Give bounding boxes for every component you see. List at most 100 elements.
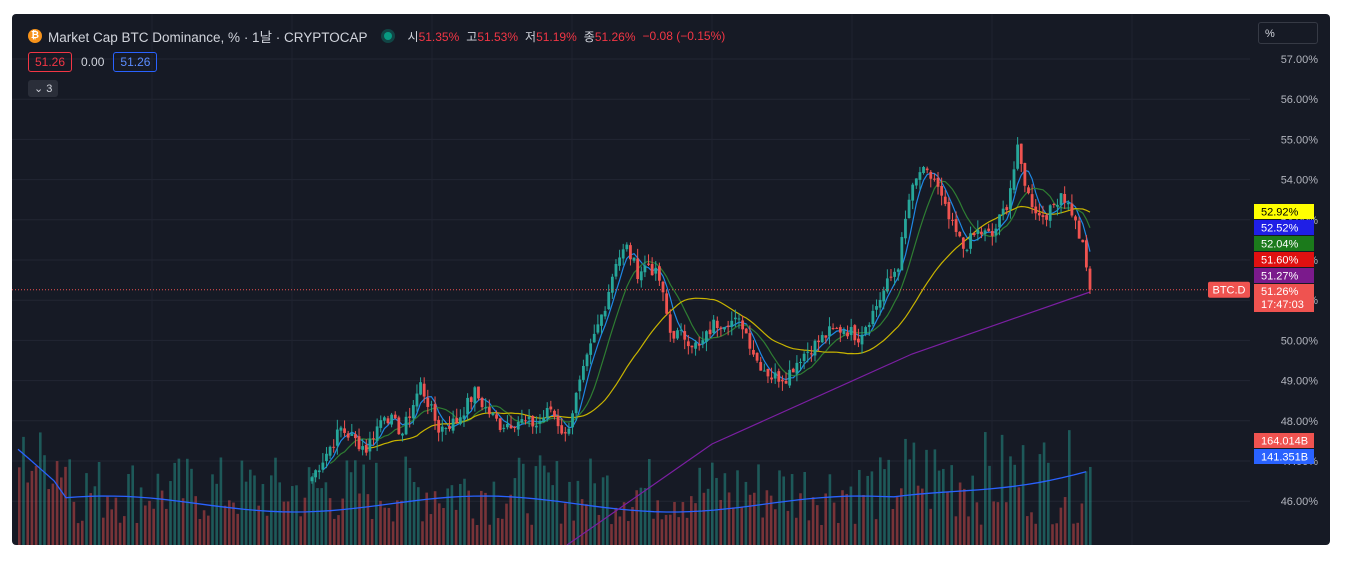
price-badge bbox=[1254, 236, 1314, 251]
candle-body bbox=[835, 327, 839, 329]
indicator-value-1[interactable]: 51.26 bbox=[28, 52, 73, 72]
volume-bar bbox=[249, 469, 252, 545]
market-status-icon[interactable] bbox=[383, 32, 392, 40]
volume-bar bbox=[778, 470, 781, 545]
volume-bar bbox=[732, 507, 735, 545]
candle-body bbox=[900, 236, 904, 271]
volume-badge-label: 141.351B bbox=[1261, 452, 1308, 464]
volume-bar bbox=[429, 514, 433, 545]
volume-bar bbox=[303, 497, 307, 545]
volume-bar bbox=[30, 470, 34, 545]
chart-panel[interactable]: 57.00%56.00%55.00%54.00%53.00%52.00%51.0… bbox=[12, 14, 1330, 545]
volume-bar bbox=[1055, 523, 1058, 545]
candle-body bbox=[581, 365, 585, 380]
volume-bar bbox=[400, 500, 403, 545]
volume-bar bbox=[471, 518, 475, 545]
candle-body bbox=[574, 392, 578, 414]
chart-canvas[interactable]: 57.00%56.00%55.00%54.00%53.00%52.00%51.0… bbox=[12, 14, 1330, 545]
price-badge bbox=[1254, 252, 1314, 267]
volume-badge bbox=[1254, 449, 1314, 464]
volume-bar bbox=[845, 493, 848, 545]
candle-body bbox=[607, 291, 611, 310]
volume-bar bbox=[295, 485, 298, 545]
volume-bar bbox=[328, 498, 332, 545]
candle-body bbox=[947, 201, 951, 220]
candle-body bbox=[701, 340, 705, 344]
candle-body bbox=[867, 324, 871, 328]
volume-bar bbox=[316, 488, 319, 545]
candle-body bbox=[314, 470, 318, 478]
y-tick-label: 46.00% bbox=[1281, 496, 1319, 508]
candle-body bbox=[310, 477, 314, 482]
candle-body bbox=[1019, 143, 1023, 164]
volume-bar bbox=[862, 494, 865, 545]
candle-body bbox=[354, 434, 357, 439]
indicators-collapse-button[interactable]: ⌄ 3 bbox=[28, 80, 59, 97]
volume-bar bbox=[169, 481, 172, 545]
volume-bar bbox=[900, 488, 903, 545]
volume-bar bbox=[656, 500, 659, 545]
candle-body bbox=[676, 330, 679, 339]
volume-bar bbox=[34, 465, 38, 545]
volume-bar bbox=[1059, 507, 1063, 545]
candle-body bbox=[650, 264, 654, 276]
volume-bar bbox=[421, 521, 424, 545]
candle-body bbox=[1074, 216, 1077, 221]
volume-bar bbox=[975, 502, 979, 545]
scale-unit-field[interactable]: % bbox=[1258, 22, 1318, 44]
volume-bar bbox=[417, 487, 420, 545]
volume-bar bbox=[22, 436, 25, 545]
volume-bar bbox=[270, 475, 273, 545]
volume-bar bbox=[223, 505, 227, 545]
candle-body bbox=[317, 470, 321, 473]
volume-bar bbox=[744, 481, 748, 545]
volume-bar bbox=[585, 504, 588, 545]
volume-bar bbox=[568, 481, 571, 545]
candle-body bbox=[430, 404, 433, 406]
indicator-values-row: 51.26 0.00 51.26 bbox=[28, 52, 158, 72]
candle-body bbox=[596, 324, 600, 333]
volume-bar bbox=[81, 520, 84, 545]
volume-bar bbox=[891, 508, 895, 545]
candle-body bbox=[820, 335, 824, 343]
candle-body bbox=[882, 290, 886, 302]
candle-body bbox=[513, 426, 517, 428]
volume-bar bbox=[580, 499, 584, 545]
candle-body bbox=[1016, 144, 1020, 169]
volume-bar bbox=[1005, 502, 1008, 545]
candle-body bbox=[972, 233, 976, 236]
volume-bar bbox=[748, 494, 752, 545]
volume-bar bbox=[929, 508, 932, 545]
indicator-value-3[interactable]: 51.26 bbox=[113, 52, 158, 72]
volume-bar bbox=[765, 490, 769, 545]
candle-body bbox=[531, 416, 535, 427]
y-tick-label: 55.00% bbox=[1281, 134, 1319, 146]
candle-body bbox=[382, 417, 386, 421]
candle-body bbox=[961, 237, 965, 249]
volume-bar bbox=[265, 515, 269, 545]
candle-body bbox=[1023, 163, 1027, 186]
price-badge bbox=[1254, 268, 1314, 283]
volume-bar bbox=[102, 517, 105, 545]
candle-body bbox=[965, 249, 969, 251]
volume-bar bbox=[673, 501, 676, 545]
volume-bar bbox=[379, 500, 382, 545]
volume-bar bbox=[669, 514, 672, 545]
volume-bar bbox=[954, 516, 958, 545]
candle-body bbox=[806, 351, 810, 353]
ohlc-close: 종51.26% bbox=[583, 29, 636, 44]
candle-body bbox=[1056, 204, 1059, 207]
volume-bar bbox=[694, 503, 697, 545]
indicator-count: 3 bbox=[46, 83, 53, 95]
candle-body bbox=[925, 168, 929, 171]
volume-bar bbox=[908, 459, 911, 545]
volume-bar bbox=[799, 493, 802, 545]
volume-bar bbox=[904, 438, 907, 545]
candle-body bbox=[857, 338, 860, 343]
candle-body bbox=[495, 414, 498, 419]
symbol-title[interactable]: Market Cap BTC Dominance, % · 1날 · CRYPT… bbox=[48, 30, 368, 45]
volume-bar bbox=[677, 517, 680, 545]
volume-ma-line bbox=[17, 448, 1087, 513]
candle-body bbox=[849, 326, 853, 336]
volume-bar bbox=[345, 460, 349, 545]
